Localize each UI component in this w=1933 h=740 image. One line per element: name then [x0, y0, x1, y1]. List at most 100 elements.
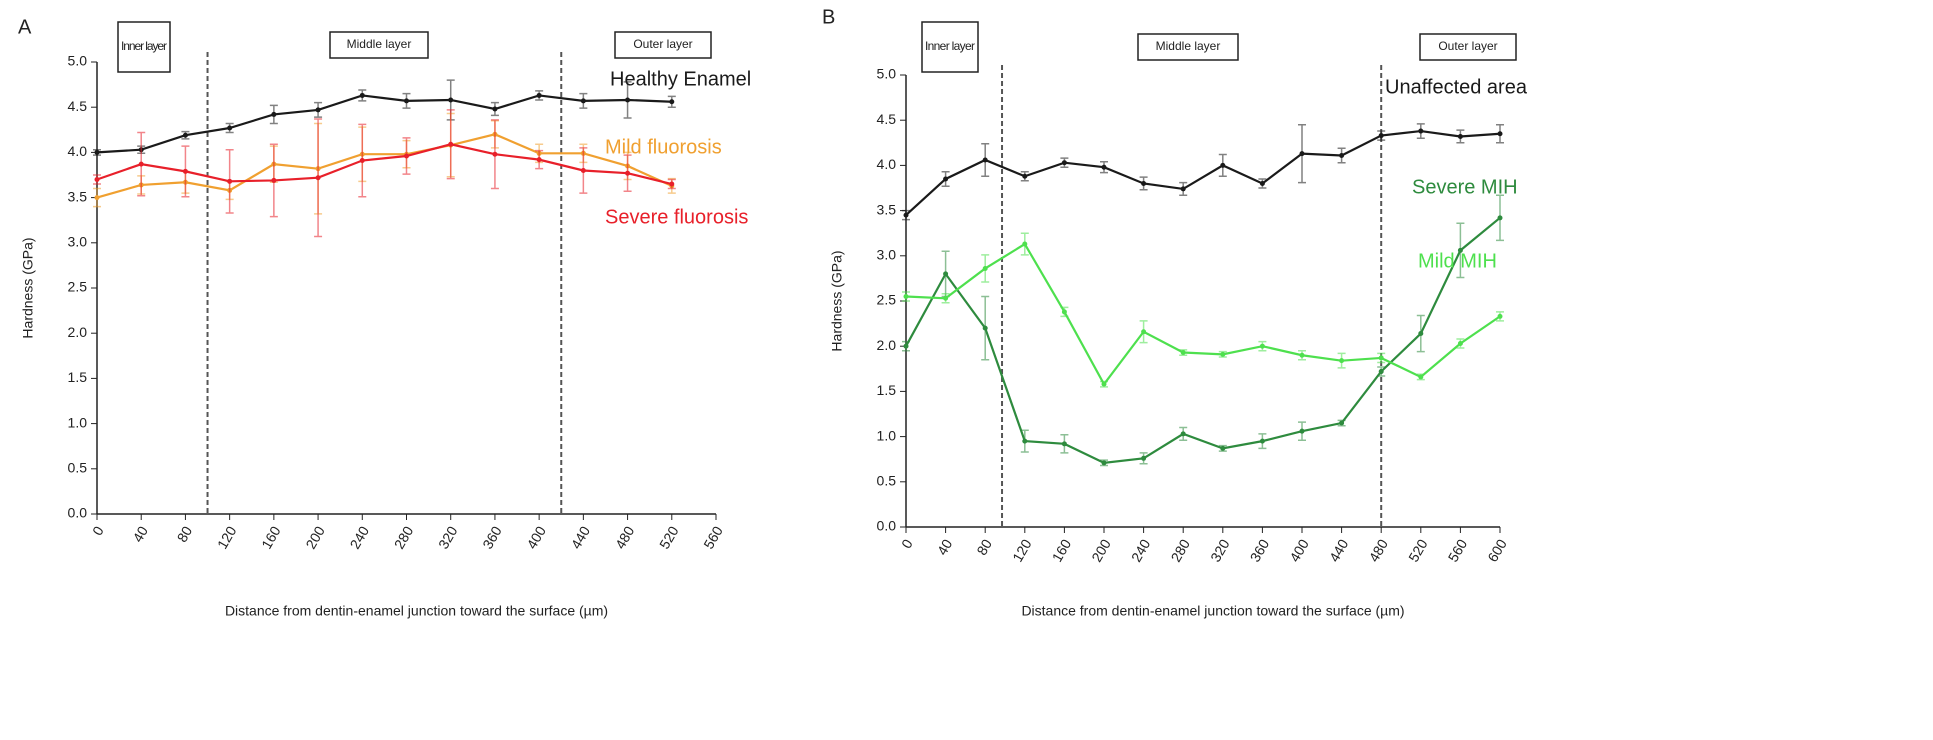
x-tick-label: 320: [1207, 536, 1233, 564]
x-tick-label: 80: [174, 523, 196, 545]
layer-box: [614, 31, 712, 59]
series-label: Severe MIH: [1412, 176, 1518, 198]
data-point: [1061, 160, 1067, 166]
y-axis-label: Hardness (GPa): [20, 237, 36, 338]
data-point: [404, 153, 409, 159]
x-tick-label: 160: [258, 523, 284, 551]
x-tick-label: 520: [656, 523, 682, 551]
data-point: [1457, 340, 1463, 346]
x-axis-label: Distance from dentin-enamel junction tow…: [225, 603, 608, 619]
data-point: [1378, 133, 1384, 139]
series-line: [96, 94, 672, 154]
x-tick-label: 440: [1326, 536, 1352, 564]
data-point: [943, 176, 949, 182]
x-tick-label: 480: [1365, 536, 1391, 564]
x-tick-label: 320: [435, 523, 461, 551]
data-point: [1180, 350, 1186, 356]
x-tick-label: 280: [391, 523, 417, 551]
layer-box: [329, 31, 429, 59]
data-point: [1299, 428, 1305, 434]
series-label: Mild fluorosis: [605, 136, 722, 158]
data-point: [625, 97, 631, 103]
data-point: [1259, 438, 1265, 444]
data-point: [669, 181, 675, 187]
data-point: [315, 107, 321, 113]
x-tick-label: 120: [214, 523, 240, 551]
data-point: [1339, 152, 1345, 158]
layer-box: [117, 21, 171, 73]
data-point: [536, 157, 542, 163]
data-point: [1378, 355, 1384, 361]
x-tick-label: 40: [129, 523, 151, 545]
data-point: [1101, 164, 1107, 170]
data-point: [1299, 352, 1305, 358]
series-line: [905, 242, 1501, 387]
data-point: [1061, 441, 1067, 447]
y-tick-label: 1.0: [68, 414, 88, 430]
series: [902, 123, 1504, 221]
data-point: [492, 151, 498, 157]
data-point: [227, 178, 233, 184]
layer-box: [921, 21, 979, 73]
y-tick-label: 4.0: [68, 143, 88, 159]
data-point: [1220, 162, 1226, 168]
data-point: [903, 212, 909, 218]
data-point: [1101, 460, 1107, 466]
data-point: [625, 170, 631, 176]
data-point: [1418, 331, 1424, 337]
panel-label: A: [18, 16, 32, 38]
data-point: [1339, 420, 1345, 426]
data-point: [359, 92, 365, 98]
series-label: Mild MIH: [1418, 250, 1497, 272]
y-tick-label: 2.5: [68, 279, 88, 295]
y-tick-label: 5.0: [68, 53, 88, 69]
x-tick-label: 560: [1445, 536, 1471, 564]
y-tick-label: 3.0: [877, 247, 897, 263]
y-tick-label: 1.0: [877, 427, 897, 443]
x-tick-label: 560: [700, 523, 726, 551]
data-point: [94, 195, 100, 201]
y-tick-label: 3.5: [68, 188, 88, 204]
data-point: [448, 141, 454, 147]
x-tick-label: 160: [1049, 536, 1075, 564]
x-tick-label: 280: [1167, 536, 1193, 564]
series-line: [96, 143, 673, 186]
x-axis-label: Distance from dentin-enamel junction tow…: [1021, 603, 1404, 619]
x-tick-label: 200: [302, 523, 328, 551]
data-point: [1141, 329, 1147, 335]
data-point: [1497, 131, 1503, 137]
panel-label: B: [822, 6, 835, 28]
data-point: [271, 177, 277, 183]
data-point: [1022, 241, 1028, 247]
x-tick-label: 0: [89, 523, 107, 538]
y-tick-label: 4.0: [877, 156, 897, 172]
x-tick-label: 240: [347, 523, 373, 551]
y-tick-label: 2.0: [877, 337, 897, 353]
series-label: Unaffected area: [1385, 76, 1528, 98]
data-point: [404, 98, 409, 104]
data-point: [1497, 215, 1503, 221]
data-point: [536, 92, 542, 98]
data-point: [448, 97, 454, 103]
y-tick-label: 0.5: [877, 473, 897, 489]
x-tick-label: 400: [1286, 536, 1312, 564]
y-tick-label: 0.0: [877, 518, 897, 534]
x-tick-label: 600: [1484, 536, 1510, 564]
layer-label: Middle layer: [347, 37, 412, 51]
series-label: Healthy Enamel: [610, 68, 751, 90]
data-point: [1101, 381, 1107, 387]
data-point: [1141, 455, 1147, 461]
x-tick-label: 240: [1128, 536, 1154, 564]
series-line: [905, 129, 1501, 216]
layer-label: Outer layer: [1438, 39, 1497, 53]
data-point: [1180, 431, 1186, 437]
y-tick-label: 0.0: [68, 505, 88, 521]
data-point: [669, 99, 675, 105]
data-point: [359, 158, 365, 164]
data-point: [315, 175, 321, 181]
data-point: [580, 98, 586, 104]
x-tick-label: 0: [898, 536, 916, 551]
x-tick-label: 480: [612, 523, 638, 551]
y-tick-label: 5.0: [877, 66, 897, 82]
